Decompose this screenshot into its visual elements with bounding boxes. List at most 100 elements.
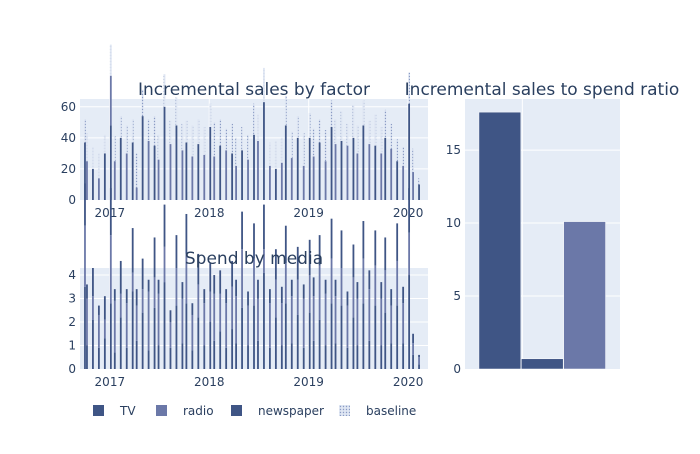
spend-by-media-bar-newspaper	[191, 303, 194, 315]
incremental-sales-bars	[84, 44, 420, 200]
incremental-sales-bar-radio	[380, 153, 383, 200]
sales-to-spend-ratio-y-tick-label: 0	[453, 362, 461, 376]
spend-by-media-bar-TV	[231, 329, 234, 369]
incremental-sales-bar-TV	[330, 126, 333, 200]
spend-by-media-bar-radio	[191, 314, 194, 351]
spend-by-media-y-tick-label: 4	[68, 268, 76, 282]
legend-item-baseline[interactable]: baseline	[339, 404, 416, 418]
spend-by-media-bar-TV	[97, 347, 100, 369]
incremental-sales-bar-radio	[109, 75, 112, 126]
spend-by-media-bar-radio	[284, 263, 287, 304]
spend-by-media-bar-radio	[269, 303, 271, 348]
spend-by-media-bar-radio	[225, 303, 228, 348]
spend-by-media-bar-radio	[390, 305, 393, 344]
spend-by-media-bar-radio	[302, 298, 305, 348]
spend-by-media-bar-TV	[185, 303, 188, 369]
incremental-sales-bar-TV	[396, 161, 399, 200]
spend-by-media-bar-newspaper	[324, 279, 327, 294]
incremental-sales-bar-radio	[324, 161, 327, 200]
spend-by-media-bar-radio	[247, 305, 249, 346]
spend-by-media-bar-TV	[330, 303, 333, 369]
ratio-bar-radio	[563, 221, 606, 370]
incremental-sales-bar-TV	[253, 134, 255, 200]
legend-item-newspaper[interactable]: newspaper	[231, 404, 324, 418]
incremental-sales-bar-baseline	[308, 112, 311, 138]
incremental-sales-bar-TV	[103, 153, 106, 200]
spend-by-media-bar-radio	[157, 293, 160, 346]
incremental-sales-bar-radio	[402, 165, 405, 200]
spend-by-media-bar-TV	[324, 345, 327, 369]
spend-by-media-bar-TV	[175, 305, 178, 369]
incremental-sales-bar-baseline	[390, 123, 393, 149]
incremental-sales-bar-TV	[185, 142, 188, 200]
incremental-sales-bar-radio	[412, 172, 414, 200]
incremental-sales-bar-baseline	[340, 111, 343, 141]
spend-by-media-bar-radio	[169, 322, 172, 348]
spend-by-media-bar-radio	[84, 225, 86, 287]
incremental-sales-bar-TV	[308, 137, 311, 200]
incremental-sales-bar-baseline	[181, 123, 184, 151]
incremental-sales-y-ticks: 0 20 40 60	[61, 100, 76, 207]
legend-item-radio[interactable]: radio	[156, 404, 214, 418]
spend-by-media-bar-TV	[225, 347, 228, 369]
incremental-sales-plot: 0 20 40 60 2017 2018 2019 2020 Incremental sal…	[61, 44, 428, 220]
incremental-sales-y-tick-label: 40	[61, 131, 76, 145]
incremental-sales-bar-TV	[92, 168, 94, 200]
incremental-sales-bar-baseline	[284, 95, 287, 126]
incremental-sales-x-tick-label: 2018	[194, 206, 225, 220]
spend-by-media-bar-radio	[141, 289, 144, 313]
spend-by-media-bar-radio	[263, 249, 265, 273]
spend-by-media-bar-radio	[396, 260, 399, 306]
incremental-sales-bar-TV	[209, 126, 212, 200]
legend-item-TV[interactable]: TV	[93, 404, 136, 418]
spend-by-media-bar-newspaper	[418, 354, 420, 358]
spend-by-media-bar-newspaper	[86, 284, 88, 299]
spend-by-media-bar-newspaper	[253, 223, 255, 259]
spend-by-media-bar-TV	[191, 350, 194, 369]
incremental-sales-bar-radio	[302, 165, 305, 200]
incremental-sales-bar-baseline	[219, 119, 222, 146]
spend-by-media-bar-TV	[318, 319, 321, 369]
incremental-sales-bar-TV	[231, 153, 234, 200]
incremental-sales-bar-baseline	[396, 139, 399, 162]
legend-swatch-newspaper	[231, 405, 242, 416]
spend-by-media-bar-TV	[203, 345, 206, 369]
spend-by-media-bar-TV	[418, 364, 420, 369]
incremental-sales-bar-baseline	[408, 72, 411, 104]
spend-by-media-bar-newspaper	[352, 244, 355, 278]
incremental-sales-bar-baseline	[374, 114, 377, 146]
incremental-sales-bar-baseline	[384, 109, 387, 138]
spend-by-media-bar-radio	[374, 265, 377, 306]
spend-by-media-bar-radio	[334, 296, 337, 344]
spend-by-media-bar-TV	[384, 312, 387, 369]
legend[interactable]: TV radio newspaper baseline	[93, 404, 416, 418]
spend-by-media-bar-TV	[312, 340, 315, 369]
spend-by-media-bar-TV	[257, 340, 259, 369]
incremental-sales-bar-baseline	[185, 120, 188, 143]
incremental-sales-bar-baseline	[418, 178, 420, 185]
spend-by-media-bar-radio	[380, 298, 383, 346]
incremental-sales-bar-baseline	[330, 100, 333, 127]
incremental-sales-bar-baseline	[147, 119, 150, 141]
spend-by-media-bar-newspaper	[103, 296, 106, 320]
spend-by-media-bar-newspaper	[302, 284, 305, 299]
spend-by-media-bar-newspaper	[185, 213, 188, 254]
spend-by-media-x-tick-label: 2018	[194, 375, 225, 389]
spend-by-media-bar-TV	[113, 352, 116, 369]
ratio-bar-newspaper	[521, 358, 564, 370]
spend-by-media-bar-TV	[408, 275, 411, 369]
spend-by-media-bar-radio	[103, 319, 106, 339]
spend-by-media-bar-newspaper	[280, 286, 283, 304]
spend-by-media-bar-TV	[269, 347, 271, 369]
spend-by-media-bar-radio	[163, 246, 166, 283]
incremental-sales-bar-baseline	[247, 134, 249, 160]
spend-by-media-bar-TV	[147, 350, 150, 369]
spend-by-media-bar-radio	[330, 258, 333, 304]
spend-by-media-y-tick-label: 1	[68, 339, 76, 353]
spend-by-media-bar-radio	[312, 296, 315, 341]
legend-label-newspaper: newspaper	[258, 404, 324, 418]
spend-by-media-bar-newspaper	[247, 291, 249, 306]
incremental-sales-bar-baseline	[103, 134, 106, 154]
incremental-sales-bar-radio	[169, 144, 172, 200]
spend-by-media-bar-newspaper	[225, 289, 228, 304]
